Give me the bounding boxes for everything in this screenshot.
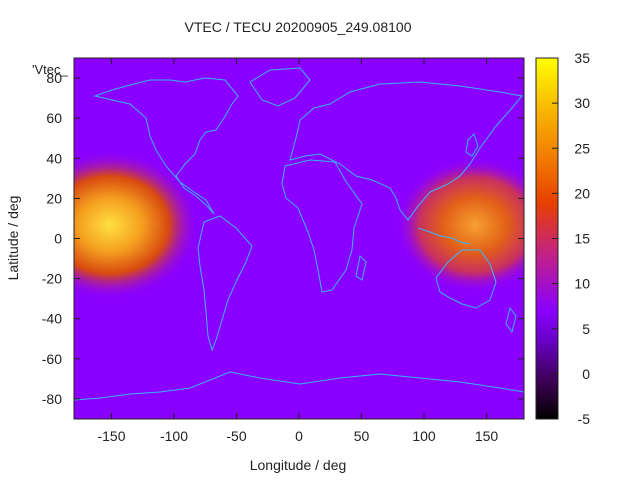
- coastline-overlay: [74, 67, 524, 401]
- y-tick-label: -60: [42, 351, 62, 367]
- coastline-antarctica: [74, 371, 524, 401]
- coastline-japan: [465, 133, 479, 157]
- y-tick-label: -40: [42, 311, 62, 327]
- x-tick-label: 150: [475, 428, 499, 444]
- colorbar-tick-label: 5: [582, 321, 590, 337]
- x-tick-label: 100: [412, 428, 436, 444]
- coastline-africa: [281, 159, 363, 293]
- y-tick-label: 80: [46, 70, 62, 86]
- colorbar-tick-label: 10: [574, 276, 590, 292]
- colorbar-tick-label: 30: [574, 95, 590, 111]
- coastline-australia: [435, 249, 497, 309]
- coastline-south-america: [197, 215, 253, 352]
- x-axis-ticks: -150 -100 -50 0 50 100 150: [97, 58, 498, 444]
- x-tick-label: 50: [354, 428, 370, 444]
- x-tick-label: 0: [295, 428, 303, 444]
- y-tick-label: 0: [54, 231, 62, 247]
- y-tick-label: -20: [42, 271, 62, 287]
- series-label: 'Vtec_: [32, 62, 68, 77]
- coastline-eurasia: [289, 81, 523, 221]
- colorbar-tick-label: -5: [578, 411, 591, 427]
- y-axis-ticks: -80 -60 -40 -20 0 20 40 60 80: [42, 70, 524, 407]
- x-tick-label: -100: [160, 428, 188, 444]
- colorbar-tick-label: 35: [574, 50, 590, 66]
- y-tick-label: 20: [46, 190, 62, 206]
- x-tick-label: -150: [97, 428, 125, 444]
- colorbar-tick-label: 20: [574, 185, 590, 201]
- heatmap-west-pacific-maximum: [395, 157, 524, 293]
- y-tick-label: -80: [42, 391, 62, 407]
- colorbar-tick-label: 15: [574, 231, 590, 247]
- coastline-indonesia: [417, 227, 471, 245]
- x-tick-label: -50: [226, 428, 246, 444]
- coastline-madagascar: [355, 254, 367, 281]
- coastline-new-zealand: [505, 306, 517, 334]
- coastline-north-america: [93, 77, 239, 215]
- heatmap-area: [74, 58, 524, 419]
- x-axis-label: Longitude / deg: [250, 457, 347, 473]
- y-axis-label: Latitude / deg: [5, 196, 21, 281]
- coastline-greenland: [249, 67, 311, 107]
- colorbar-ticks: 35 30 25 20 15 10 5 0 -5: [552, 50, 590, 427]
- y-tick-label: 60: [46, 110, 62, 126]
- chart-title: VTEC / TECU 20200905_249.08100: [184, 19, 411, 35]
- y-tick-label: 40: [46, 150, 62, 166]
- heatmap-pacific-maximum: [74, 150, 200, 300]
- colorbar-tick-label: 0: [582, 366, 590, 382]
- colorbar-tick-label: 25: [574, 140, 590, 156]
